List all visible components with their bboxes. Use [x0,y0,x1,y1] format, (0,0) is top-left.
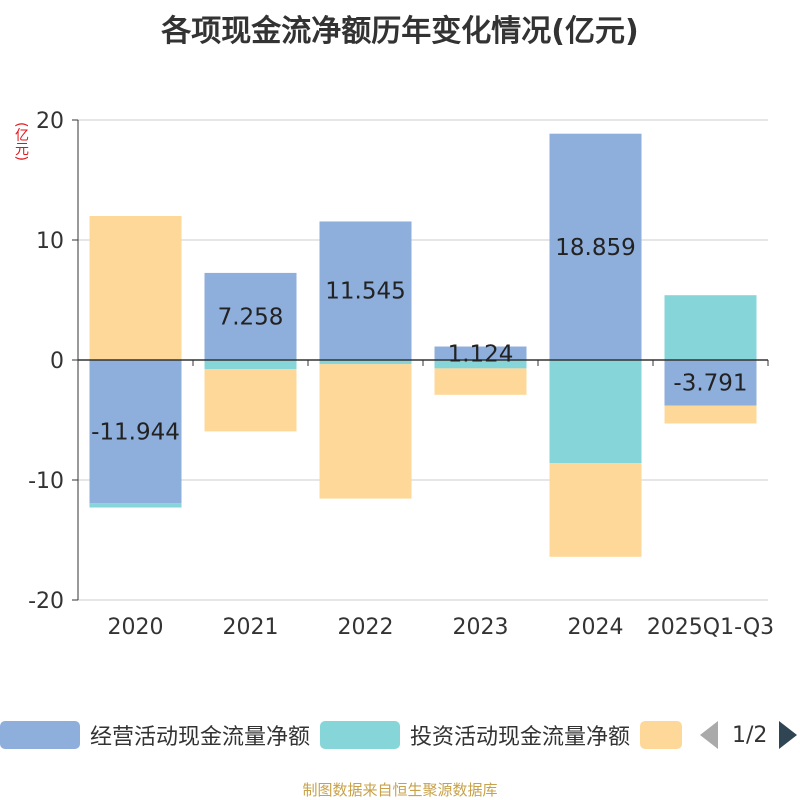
y-tick-label: 10 [36,229,64,254]
bar-segment [549,133,642,360]
bar-segment [319,221,412,360]
bar-segment [664,405,757,424]
x-category-label: 2025Q1-Q3 [647,615,774,640]
stacked-bar-chart: 20 10 0 -10 -20 -11.944 7.258 11.545 1.124 18.859… [28,109,774,640]
data-label: 7.258 [218,304,284,330]
y-tick-label: -20 [28,589,64,614]
bar-segment [434,346,527,360]
bar-segment [664,360,757,406]
data-label: 18.859 [555,235,635,261]
bar-segment [204,272,297,360]
x-category-label: 2021 [223,615,279,640]
bar-segment [89,216,182,360]
chart-title: 各项现金流净额历年变化情况(亿元) [161,14,639,49]
legend-page-indicator: 1/2 [732,722,768,748]
legend-pager: 1/2 [700,716,798,754]
x-category-label: 2022 [338,615,394,640]
y-tick-label: 20 [36,109,64,134]
legend-next-page-button[interactable] [779,721,798,749]
bar-segment [319,364,412,499]
y-axis-unit-label: (亿元) [13,122,29,161]
bar-segment [204,360,297,369]
data-label: 11.545 [325,279,405,305]
bar-segment [89,360,182,504]
data-label: 1.124 [448,341,514,367]
bar-segment [319,360,412,365]
bar-segment [434,368,527,395]
data-label: -3.791 [673,371,747,397]
legend-item-operating[interactable]: 经营活动现金流量净额 [0,716,310,754]
y-tick-label: -10 [28,469,64,494]
y-tick-label: 0 [50,349,64,374]
x-category-label: 2024 [568,615,624,640]
legend-label-investing: 投资活动现金流量净额 [410,725,631,750]
data-label: -11.944 [91,420,180,446]
bar-segment [204,369,297,432]
bar-segment [434,360,527,369]
legend-item-investing[interactable]: 投资活动现金流量净额 [320,716,630,754]
legend-swatch-operating [0,721,80,749]
bar-segment [549,360,642,464]
bar-segment [549,463,642,557]
x-category-label: 2020 [108,615,164,640]
legend-swatch-financing [640,721,682,749]
data-source-note: 制图数据来自恒生聚源数据库 [302,781,498,799]
bar-segment [664,295,757,360]
legend-item-financing[interactable] [640,716,682,754]
bar-segment [89,503,182,508]
x-category-label: 2023 [453,615,509,640]
legend-prev-page-button[interactable] [700,721,718,749]
legend: 经营活动现金流量净额 投资活动现金流量净额 [0,716,800,754]
legend-swatch-investing [320,721,400,749]
legend-label-operating: 经营活动现金流量净额 [90,725,311,750]
